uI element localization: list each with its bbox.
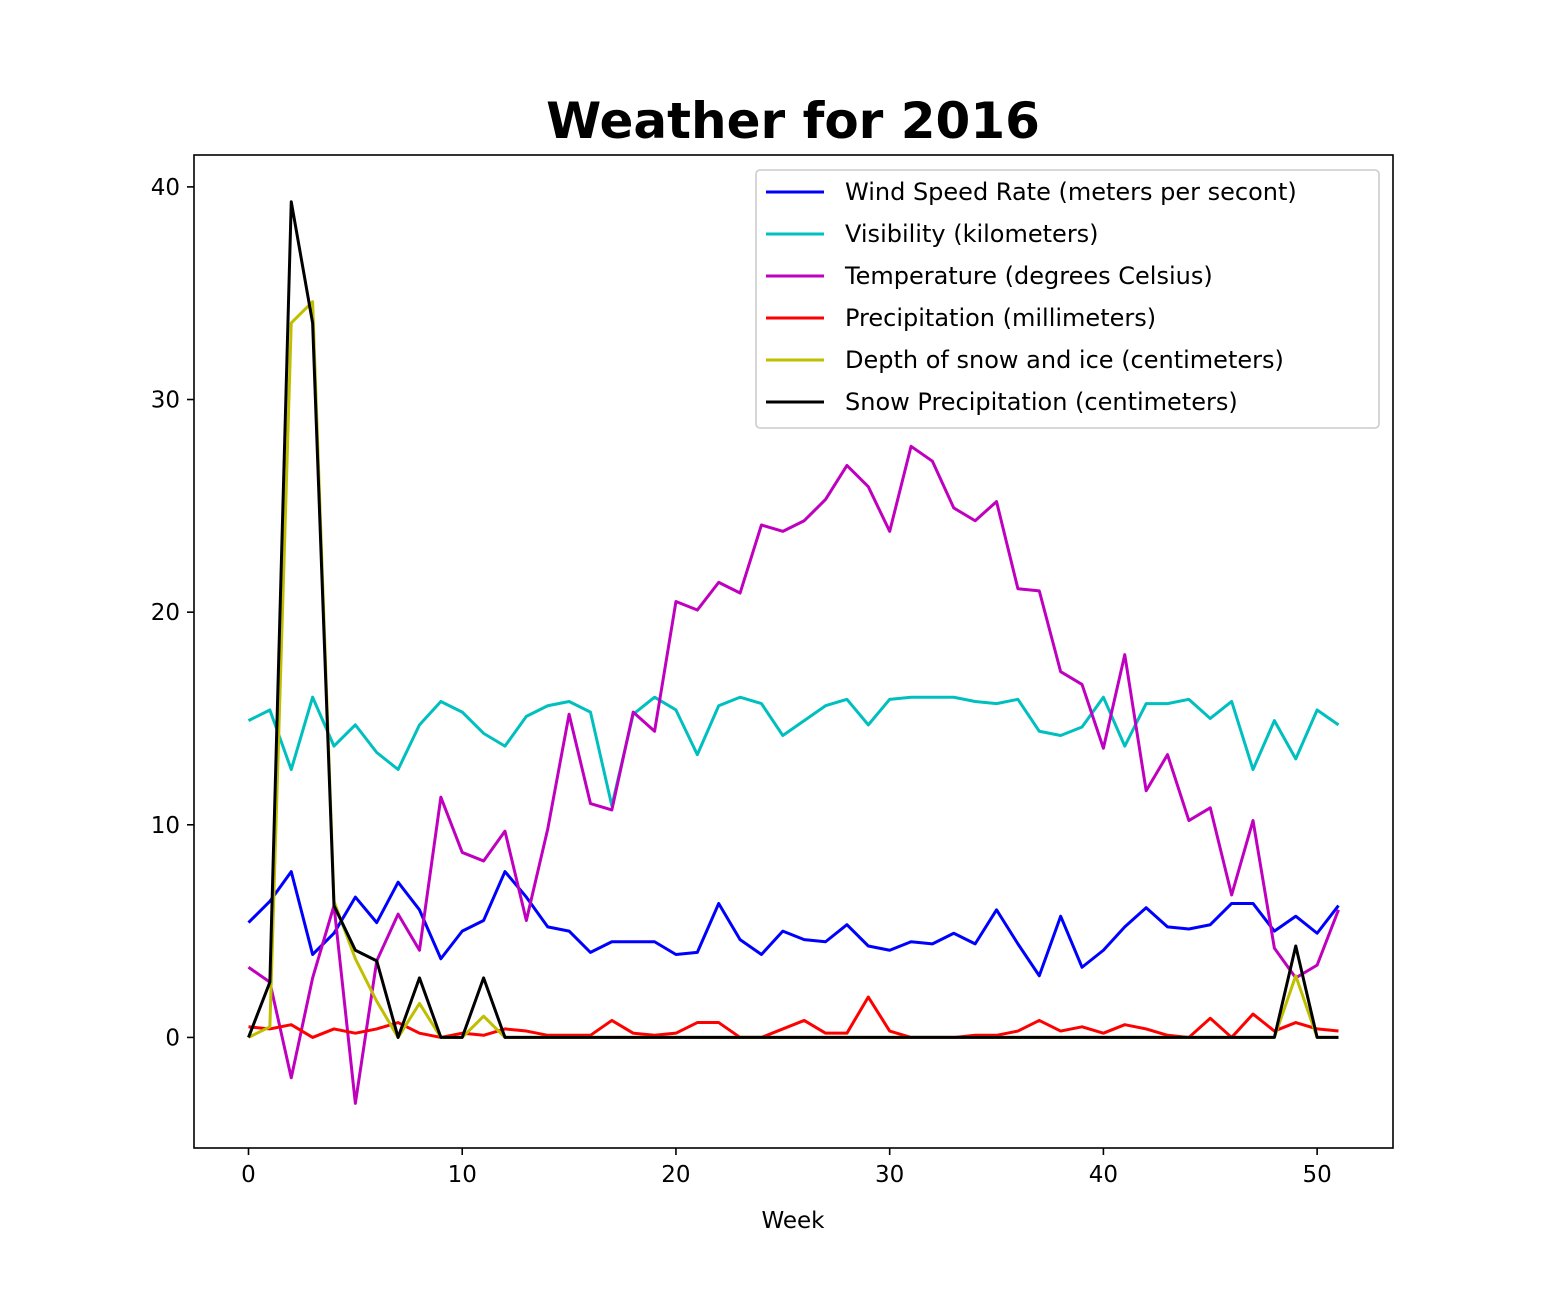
legend-label: Snow Precipitation (centimeters)	[845, 388, 1238, 416]
y-tick-label: 40	[151, 175, 180, 201]
y-tick-label: 0	[165, 1025, 180, 1051]
x-tick-label: 50	[1302, 1162, 1331, 1188]
x-tick-label: 30	[875, 1162, 904, 1188]
series-layer	[247, 200, 1340, 1105]
x-axis-label: Week	[761, 1208, 825, 1234]
x-tick-label: 20	[661, 1162, 690, 1188]
plot-frame	[193, 154, 1394, 1149]
y-tick-label: 20	[151, 600, 180, 626]
y-axis-ticks: 0 10 20 30 40	[151, 175, 194, 1051]
x-tick-label: 40	[1089, 1162, 1118, 1188]
y-tick-label: 10	[151, 813, 180, 839]
y-tick-label: 30	[151, 388, 180, 414]
legend: Wind Speed Rate (meters per secont) Visib…	[755, 169, 1380, 429]
legend-box	[755, 169, 1380, 429]
series-line-3	[247, 444, 1340, 1105]
x-tick-label: 10	[448, 1162, 477, 1188]
legend-label: Visibility (kilometers)	[845, 220, 1099, 248]
legend-label: Wind Speed Rate (meters per secont)	[845, 178, 1297, 206]
series-line-6	[247, 200, 1339, 1039]
chart-title: Weather for 2016	[546, 92, 1040, 150]
legend-label: Temperature (degrees Celsius)	[844, 262, 1213, 290]
x-axis-ticks: 0 10 20 30 40 50	[241, 1148, 1332, 1188]
legend-label: Precipitation (millimeters)	[845, 304, 1156, 332]
series-line-2	[247, 695, 1340, 808]
series-line-1	[247, 870, 1340, 978]
series-line-4	[248, 995, 1339, 1039]
x-tick-label: 0	[241, 1162, 256, 1188]
legend-label: Depth of snow and ice (centimeters)	[845, 346, 1284, 374]
